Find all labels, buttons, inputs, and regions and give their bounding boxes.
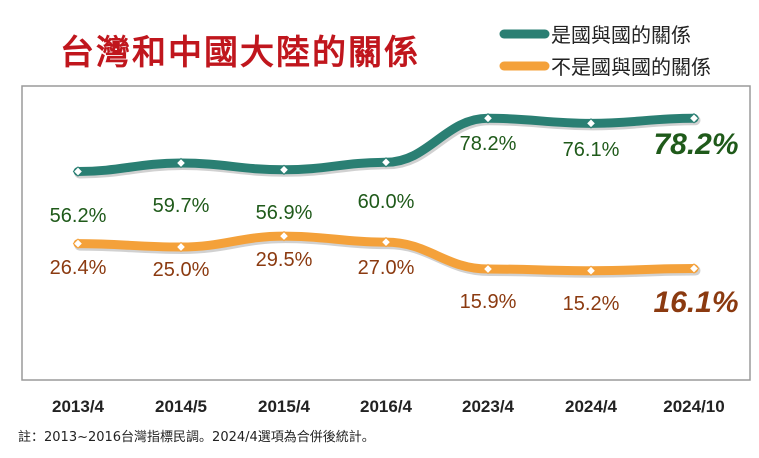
data-label-series-0: 60.0%	[358, 191, 415, 213]
legend-label-series-1: 不是國與國的關係	[551, 55, 711, 79]
data-label-series-0: 56.9%	[256, 202, 313, 224]
data-label-series-1: 25.0%	[153, 259, 210, 281]
data-labels-series-0: 56.2% 59.7% 56.9% 60.0% 78.2% 76.1% 78.2…	[50, 128, 739, 227]
x-tick-label: 2023/4	[462, 397, 515, 416]
data-point-marker	[380, 236, 392, 248]
data-label-series-1: 29.5%	[256, 249, 313, 271]
data-point-marker	[380, 157, 392, 168]
x-tick-label: 2013/4	[52, 397, 105, 416]
series-0	[72, 113, 701, 179]
x-tick-label: 2024/4	[565, 397, 618, 416]
data-label-series-0: 78.2%	[460, 133, 517, 155]
data-label-series-1-highlight: 16.1%	[653, 286, 738, 319]
data-label-series-0: 56.2%	[50, 205, 107, 227]
data-point-marker	[688, 113, 700, 124]
data-point-marker	[585, 265, 597, 276]
x-tick-label: 2024/10	[663, 397, 724, 416]
series-layer	[72, 113, 701, 278]
legend-item-series-1: 不是國與國的關係	[499, 55, 711, 79]
data-label-series-1: 15.2%	[563, 293, 620, 315]
data-point-marker	[278, 230, 290, 242]
legend-item-series-0: 是國與國的關係	[499, 23, 691, 47]
chart-title: 台灣和中國大陸的關係	[60, 33, 420, 73]
data-point-marker	[688, 263, 700, 274]
data-label-series-0-highlight: 78.2%	[653, 128, 738, 161]
x-tick-label: 2016/4	[360, 397, 413, 416]
data-label-series-1: 26.4%	[50, 257, 107, 279]
data-point-marker	[585, 118, 597, 129]
series-1	[72, 230, 701, 278]
data-point-marker	[175, 241, 187, 253]
data-point-marker	[175, 157, 187, 169]
data-label-series-0: 76.1%	[563, 139, 620, 161]
data-label-series-1: 15.9%	[460, 291, 517, 313]
data-label-series-0: 59.7%	[153, 195, 210, 217]
data-point-marker	[72, 238, 84, 249]
data-label-series-1: 27.0%	[358, 257, 415, 279]
data-point-marker	[482, 113, 494, 124]
data-point-marker	[72, 166, 84, 177]
data-point-marker	[278, 164, 290, 176]
legend-label-series-0: 是國與國的關係	[551, 23, 691, 47]
legend: 是國與國的關係 不是國與國的關係	[499, 23, 711, 79]
x-tick-label: 2015/4	[258, 397, 311, 416]
plot-frame	[21, 85, 751, 381]
data-point-marker	[482, 263, 494, 275]
x-axis-ticks: 2013/4 2014/5 2015/4 2016/4 2023/4 2024/…	[52, 397, 725, 416]
chart-footnote: 註：2013~2016台灣指標民調。2024/4選項為合併後統計。	[18, 429, 375, 445]
data-labels-series-1: 26.4% 25.0% 29.5% 27.0% 15.9% 15.2% 16.1…	[50, 249, 739, 319]
x-tick-label: 2014/5	[155, 397, 207, 416]
